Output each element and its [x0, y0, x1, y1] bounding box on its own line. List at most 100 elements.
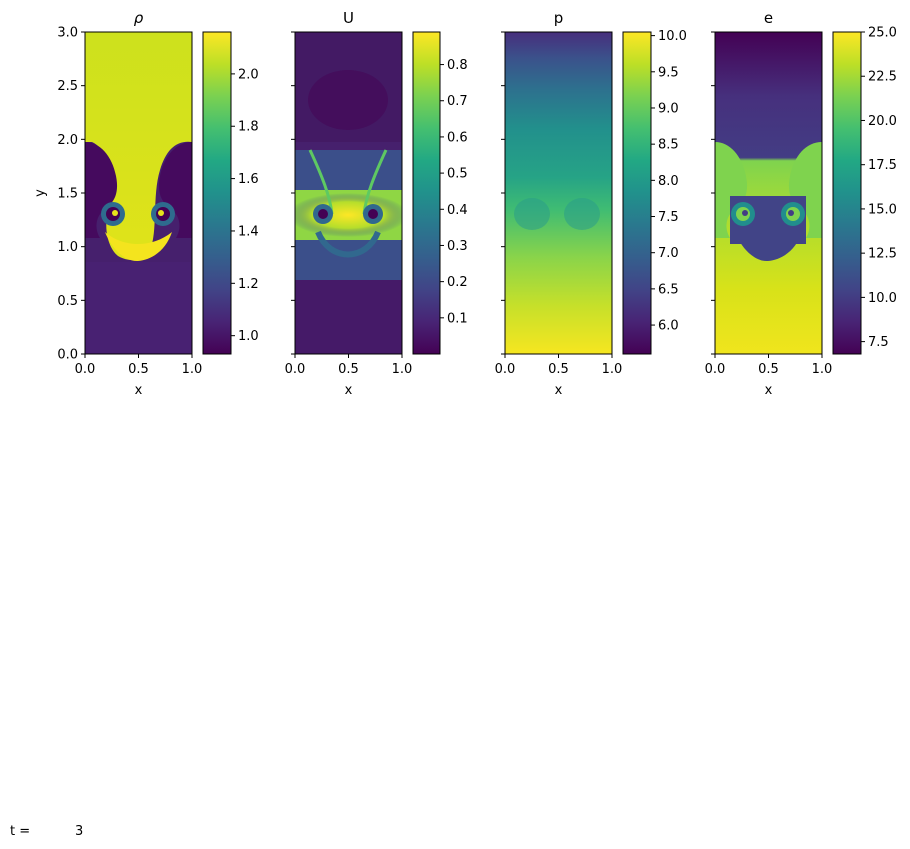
- p-yticks: [501, 31, 505, 355]
- y-tick-label: 2.0: [57, 133, 78, 148]
- x-tick-label: 0.0: [75, 362, 96, 377]
- u-xlabel: x: [345, 383, 353, 398]
- colorbar-tick-label: 25.0: [868, 26, 897, 41]
- colorbar-tick-label: 8.5: [658, 138, 679, 153]
- p-xticks: 0.0 0.5 1.0: [495, 354, 623, 377]
- colorbar-tick-label: 10.0: [658, 29, 687, 44]
- p-bump-left: [514, 198, 550, 230]
- colorbar-tick-label: 8.0: [658, 174, 679, 189]
- x-tick-label: 0.5: [548, 362, 569, 377]
- rho-vortex-right-eye: [158, 210, 164, 216]
- p-title: p: [554, 9, 564, 27]
- panel-e: e x 0.0 0.5 1.0 7.5 10.0 12.5 15.0 17.5 20.0 22.…: [705, 9, 897, 398]
- panel-rho: ρ x y 0.0 0.5 1.0 0.0 0.5 1.0 1.5 2.0 2.5 3.0 1.…: [33, 9, 259, 398]
- x-tick-label: 0.0: [705, 362, 726, 377]
- x-tick-label: 1.0: [392, 362, 413, 377]
- rho-heatmap: [85, 32, 192, 354]
- u-vortex-right-core: [368, 209, 378, 219]
- e-colorbar: [832, 31, 862, 355]
- y-tick-label: 1.5: [57, 187, 78, 202]
- colorbar-tick-label: 1.4: [238, 224, 259, 239]
- panel-p: p x 0.0 0.5 1.0 6.0 6.5 7.0 7.5 8.0 8.5 9.0 9.5 10…: [495, 9, 687, 398]
- y-tick-label: 1.0: [57, 240, 78, 255]
- u-lower-arc: [315, 230, 381, 258]
- y-tick-label: 3.0: [57, 26, 78, 41]
- u-lower-region: [295, 280, 402, 354]
- rho-lower-region: [85, 262, 192, 354]
- u-colorbar: [412, 31, 441, 355]
- colorbar-tick-label: 1.6: [238, 172, 259, 187]
- time-value: 3: [75, 824, 84, 839]
- time-label: t =: [10, 824, 31, 839]
- u-heatmap: [295, 32, 402, 354]
- colorbar-tick-label: 2.0: [238, 67, 259, 82]
- panel-u: U x 0.0 0.5 1.0 0.1 0.2 0.3 0.4 0.5 0.6 0.7 0.8: [285, 9, 468, 398]
- x-tick-label: 0.0: [285, 362, 306, 377]
- colorbar-tick-label: 15.0: [868, 202, 897, 217]
- y-tick-label: 0.5: [57, 294, 78, 309]
- e-xticks: 0.0 0.5 1.0: [705, 354, 833, 377]
- colorbar-tick-label: 10.0: [868, 291, 897, 306]
- u-xticks: 0.0 0.5 1.0: [285, 354, 413, 377]
- colorbar-tick-label: 9.5: [658, 65, 679, 80]
- u-yticks: [291, 31, 295, 355]
- colorbar-tick-label: 0.7: [447, 94, 468, 109]
- x-tick-label: 0.5: [128, 362, 149, 377]
- e-yticks: [711, 31, 715, 355]
- colorbar-tick-label: 0.8: [447, 58, 468, 73]
- rho-xticks: 0.0 0.5 1.0: [75, 354, 203, 377]
- x-tick-label: 1.0: [812, 362, 833, 377]
- e-light-left: [715, 142, 748, 238]
- x-tick-label: 0.0: [495, 362, 516, 377]
- colorbar-tick-label: 0.1: [447, 311, 468, 326]
- colorbar-tick-label: 0.3: [447, 239, 468, 254]
- e-heatmap: [715, 32, 822, 354]
- colorbar-tick-label: 6.5: [658, 282, 679, 297]
- x-tick-label: 1.0: [602, 362, 623, 377]
- rho-colorbar: [202, 31, 232, 355]
- x-tick-label: 0.5: [758, 362, 779, 377]
- colorbar-tick-label: 17.5: [868, 158, 897, 173]
- e-title: e: [764, 9, 773, 27]
- colorbar-tick-label: 7.0: [658, 246, 679, 261]
- colorbar-tick-label: 7.5: [658, 210, 679, 225]
- u-vortex-left-core: [318, 209, 328, 219]
- u-peak: [295, 193, 402, 237]
- colorbar-tick-label: 9.0: [658, 101, 679, 116]
- rho-light-left: [85, 142, 118, 238]
- p-colorbar-ticks: 6.0 6.5 7.0 7.5 8.0 8.5 9.0 9.5 10.0: [651, 29, 687, 334]
- p-heatmap: [505, 32, 612, 354]
- y-tick-label: 2.5: [57, 79, 78, 94]
- colorbar-tick-label: 1.0: [238, 329, 259, 344]
- rho-ylabel: y: [33, 189, 48, 197]
- e-xlabel: x: [765, 383, 773, 398]
- colorbar-tick-label: 0.2: [447, 275, 468, 290]
- colorbar-tick-label: 0.5: [447, 167, 468, 182]
- rho-light-right: [158, 142, 192, 238]
- u-title: U: [343, 9, 354, 27]
- p-colorbar: [622, 31, 652, 355]
- colorbar-tick-label: 0.6: [447, 130, 468, 145]
- y-tick-label: 0.0: [57, 348, 78, 363]
- colorbar-tick-label: 0.4: [447, 203, 468, 218]
- p-xlabel: x: [555, 383, 563, 398]
- u-colorbar-ticks: 0.1 0.2 0.3 0.4 0.5 0.6 0.7 0.8: [440, 58, 468, 326]
- x-tick-label: 1.0: [182, 362, 203, 377]
- rho-yticks: 0.0 0.5 1.0 1.5 2.0 2.5 3.0: [57, 26, 85, 363]
- e-light-right: [788, 142, 822, 238]
- colorbar-tick-label: 1.8: [238, 120, 259, 135]
- colorbar-tick-label: 7.5: [868, 335, 889, 350]
- rho-spike-body: [105, 232, 172, 262]
- e-heavy-spike: [735, 232, 802, 262]
- rho-xlabel: x: [135, 383, 143, 398]
- rho-title: ρ: [134, 9, 144, 27]
- e-vortex-right-eye: [788, 210, 794, 216]
- e-colorbar-ticks: 7.5 10.0 12.5 15.0 17.5 20.0 22.5 25.0: [861, 26, 897, 350]
- colorbar-tick-label: 20.0: [868, 114, 897, 129]
- colorbar-tick-label: 6.0: [658, 319, 679, 334]
- x-tick-label: 0.5: [338, 362, 359, 377]
- colorbar-tick-label: 12.5: [868, 247, 897, 262]
- rho-vortex-left-eye: [112, 210, 118, 216]
- rho-colorbar-ticks: 1.0 1.2 1.4 1.6 1.8 2.0: [231, 67, 259, 344]
